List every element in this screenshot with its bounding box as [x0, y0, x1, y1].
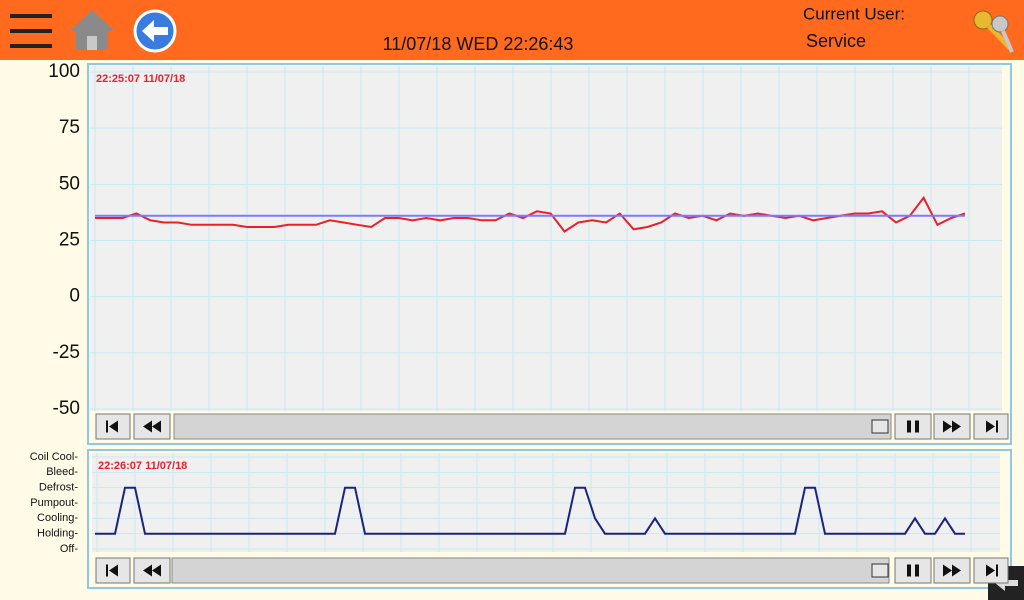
y-tick-label: Pumpout-	[30, 497, 78, 509]
y-tick-label: Cooling-	[37, 512, 78, 524]
button-icon	[907, 564, 911, 577]
scroll-button[interactable]	[933, 413, 971, 440]
button-icon	[152, 564, 161, 577]
scroll-button[interactable]	[95, 557, 131, 584]
button-icon	[952, 420, 961, 433]
y-tick-label: 0	[69, 286, 80, 307]
button-icon	[106, 564, 108, 577]
user-name: Service	[806, 31, 866, 51]
datetime: 11/07/18 WED 22:26:43	[383, 34, 574, 54]
button-face	[894, 557, 932, 584]
button-icon	[915, 420, 919, 433]
y-tick-label: Holding-	[37, 528, 78, 540]
scroll-button[interactable]	[133, 557, 171, 584]
trend-panel	[87, 63, 1012, 445]
button-icon	[952, 564, 961, 577]
button-icon	[109, 420, 118, 433]
y-tick-label: Off-	[60, 543, 78, 555]
scrollbar[interactable]	[173, 413, 892, 440]
timestamp: 22:26:07 11/07/18	[98, 460, 187, 472]
y-tick-label: Coil Cool-	[30, 451, 79, 463]
menu-button[interactable]	[10, 14, 52, 48]
user-label: Current User:	[803, 4, 905, 23]
scroll-button[interactable]	[894, 413, 932, 440]
button-icon	[109, 564, 118, 577]
button-icon	[152, 420, 161, 433]
button-icon	[986, 420, 995, 433]
button-icon	[943, 564, 952, 577]
y-tick-label: 50	[59, 173, 80, 194]
button-face	[95, 413, 131, 440]
scroll-button[interactable]	[133, 413, 171, 440]
y-tick-label: -25	[53, 342, 80, 363]
button-icon	[996, 420, 998, 433]
y-tick-label: 100	[48, 61, 80, 82]
back-button[interactable]	[133, 9, 177, 53]
scroll-thumb[interactable]	[871, 419, 889, 434]
button-face	[894, 413, 932, 440]
series-line	[95, 486, 965, 535]
y-tick-label: Bleed-	[46, 466, 78, 478]
scrollbar[interactable]	[171, 557, 890, 584]
button-icon	[915, 564, 919, 577]
keys-icon[interactable]	[973, 10, 1014, 53]
button-icon	[143, 420, 152, 433]
scroll-button[interactable]	[933, 557, 971, 584]
scroll-button[interactable]	[973, 557, 1009, 584]
y-tick-label: 25	[59, 230, 80, 251]
button-icon	[986, 564, 995, 577]
y-tick-label: -50	[53, 398, 80, 419]
scroll-thumb[interactable]	[871, 563, 889, 578]
series-line	[95, 195, 966, 233]
button-icon	[143, 564, 152, 577]
scroll-button[interactable]	[95, 413, 131, 440]
scroll-button[interactable]	[894, 557, 932, 584]
button-icon	[996, 564, 998, 577]
timestamp: 22:25:07 11/07/18	[96, 73, 185, 85]
status-panel	[87, 449, 1012, 589]
plot-area	[90, 66, 1002, 411]
scroll-button[interactable]	[973, 413, 1009, 440]
button-icon	[106, 420, 108, 433]
button-icon	[907, 420, 911, 433]
y-tick-label: Defrost-	[39, 482, 78, 494]
home-button[interactable]	[70, 10, 114, 50]
button-icon	[943, 420, 952, 433]
y-tick-label: 75	[59, 117, 80, 138]
